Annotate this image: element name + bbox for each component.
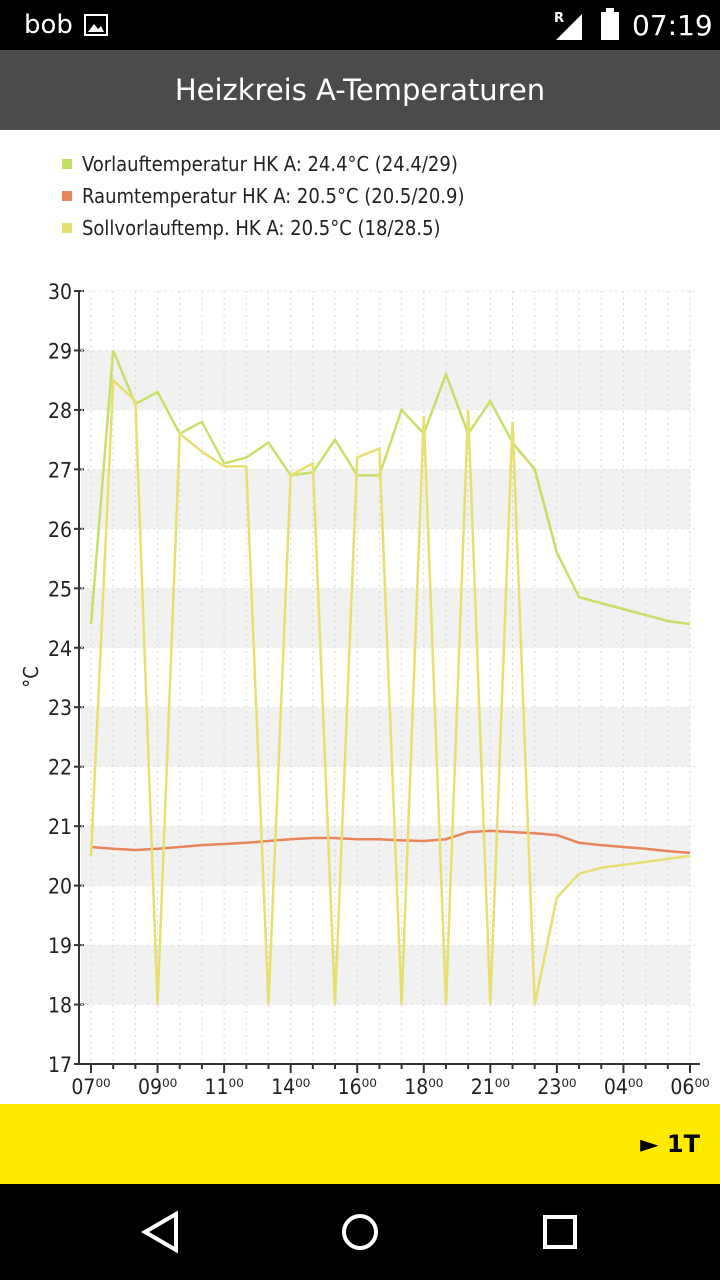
home-button[interactable] xyxy=(342,1214,378,1250)
range-button[interactable]: ► 1T xyxy=(640,1130,700,1158)
y-tick-label: 26 xyxy=(48,518,72,542)
y-tick-label: 22 xyxy=(48,756,72,780)
x-tick-label: 11⁰⁰ xyxy=(205,1075,244,1099)
signal-label: R xyxy=(554,11,564,26)
legend-label: Vorlauftemperatur HK A: 24.4°C (24.4/29) xyxy=(82,152,458,176)
y-tick-label: 21 xyxy=(48,815,72,839)
signal-icon: R xyxy=(554,11,582,40)
x-tick-label: 07⁰⁰ xyxy=(71,1075,110,1099)
grid-band xyxy=(81,469,690,529)
grid-band xyxy=(81,350,690,410)
legend-swatch xyxy=(62,223,72,233)
x-tick-label: 18⁰⁰ xyxy=(404,1075,443,1099)
grid-band xyxy=(81,826,690,886)
y-tick-label: 25 xyxy=(48,577,72,601)
y-tick-label: 30 xyxy=(48,280,72,304)
back-button[interactable] xyxy=(141,1210,178,1254)
grid-band xyxy=(81,707,690,767)
range-bar: ► 1T xyxy=(0,1104,720,1184)
nav-icons xyxy=(141,1210,577,1254)
x-tick-label: 09⁰⁰ xyxy=(138,1075,177,1099)
legend-label: Raumtemperatur HK A: 20.5°C (20.5/20.9) xyxy=(82,184,464,208)
x-tick-label: 16⁰⁰ xyxy=(338,1075,377,1099)
y-tick-label: 27 xyxy=(48,458,72,482)
x-tick-label: 23⁰⁰ xyxy=(537,1075,576,1099)
series-line xyxy=(89,377,691,1005)
y-tick-label: 20 xyxy=(48,875,72,899)
legend-label: Sollvorlauftemp. HK A: 20.5°C (18/28.5) xyxy=(82,216,441,240)
y-tick-label: 18 xyxy=(48,994,72,1018)
app-title: Heizkreis A-Temperaturen xyxy=(174,73,546,107)
nav-bar xyxy=(0,1184,720,1280)
image-icon xyxy=(84,14,108,36)
x-tick-label: 04⁰⁰ xyxy=(604,1075,643,1099)
y-tick-label: 19 xyxy=(48,934,72,958)
grid-band xyxy=(81,945,690,1005)
y-tick-label: 28 xyxy=(48,399,72,423)
x-tick-label: 21⁰⁰ xyxy=(471,1075,510,1099)
status-label: bob xyxy=(24,10,73,40)
clock: 07:19 xyxy=(632,9,713,42)
series-line xyxy=(90,829,691,855)
y-tick-label: 17 xyxy=(48,1053,72,1077)
legend-swatch xyxy=(62,159,72,169)
chart: 17 18 19 20 21 22 23 24 25 26 27 28 29 30 °C 07⁰⁰ 09⁰⁰ 11… xyxy=(19,152,710,1099)
y-tick-label: 29 xyxy=(48,339,72,363)
y-tick-label: 23 xyxy=(48,696,72,720)
battery-icon xyxy=(601,8,619,40)
app-bar: Heizkreis A-Temperaturen xyxy=(0,50,720,130)
status-bar: bob R 07:19 xyxy=(0,0,720,50)
x-tick-label: 14⁰⁰ xyxy=(271,1075,310,1099)
y-tick-label: 24 xyxy=(48,637,72,661)
y-axis-label: °C xyxy=(19,666,43,688)
x-tick-label: 06⁰⁰ xyxy=(670,1075,709,1099)
recents-button[interactable] xyxy=(543,1215,577,1249)
series-line xyxy=(89,349,691,626)
legend-swatch xyxy=(62,191,72,201)
